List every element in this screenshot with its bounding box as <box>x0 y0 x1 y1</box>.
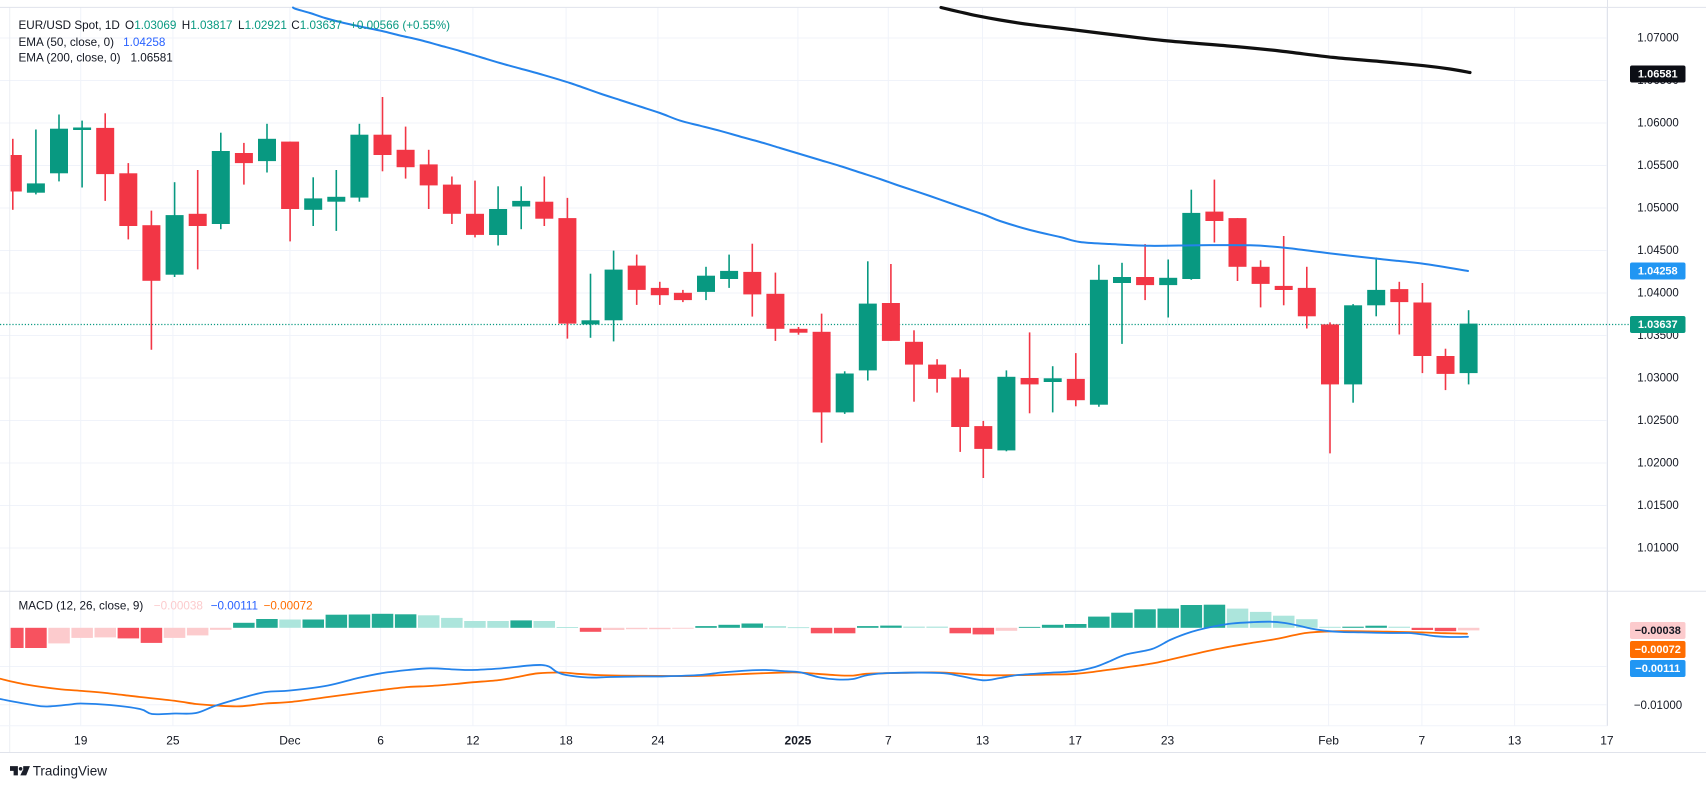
svg-text:−0.00111: −0.00111 <box>211 599 258 612</box>
svg-text:18: 18 <box>559 734 573 748</box>
svg-text:1.05000: 1.05000 <box>1637 203 1679 215</box>
svg-text:19: 19 <box>74 734 88 748</box>
svg-text:Dec: Dec <box>279 734 300 748</box>
svg-text:1.03817: 1.03817 <box>190 19 232 32</box>
svg-text:1.04500: 1.04500 <box>1637 245 1679 257</box>
svg-text:1.06000: 1.06000 <box>1637 118 1679 130</box>
svg-text:17: 17 <box>1069 734 1083 748</box>
svg-text:O: O <box>125 19 134 32</box>
svg-text:23: 23 <box>1161 734 1175 748</box>
svg-text:−0.01000: −0.01000 <box>1634 700 1682 712</box>
svg-text:6: 6 <box>377 734 384 748</box>
svg-text:1.02921: 1.02921 <box>245 19 287 32</box>
svg-text:MACD (12, 26, close, 9): MACD (12, 26, close, 9) <box>19 599 144 612</box>
svg-text:1.01000: 1.01000 <box>1637 543 1679 555</box>
svg-text:1.04258: 1.04258 <box>123 36 165 49</box>
svg-text:EMA (50, close, 0): EMA (50, close, 0) <box>19 36 115 49</box>
svg-text:H: H <box>182 19 190 32</box>
svg-text:1.06581: 1.06581 <box>1638 69 1678 81</box>
svg-text:1.04258: 1.04258 <box>1638 266 1678 278</box>
svg-text:Feb: Feb <box>1318 734 1339 748</box>
svg-text:EMA (200, close, 0): EMA (200, close, 0) <box>19 52 121 65</box>
svg-text:−0.00038: −0.00038 <box>154 599 203 612</box>
svg-text:1.03069: 1.03069 <box>134 19 176 32</box>
svg-text:1.03637: 1.03637 <box>300 19 342 32</box>
svg-text:13: 13 <box>1508 734 1522 748</box>
svg-text:24: 24 <box>651 734 665 748</box>
svg-text:13: 13 <box>976 734 990 748</box>
svg-text:L: L <box>238 19 245 32</box>
svg-text:+0.00566 (+0.55%): +0.00566 (+0.55%) <box>350 19 450 32</box>
svg-text:17: 17 <box>1600 734 1614 748</box>
svg-text:1.01500: 1.01500 <box>1637 500 1679 512</box>
svg-text:7: 7 <box>885 734 892 748</box>
svg-text:1.05500: 1.05500 <box>1637 160 1679 172</box>
svg-text:−0.00072: −0.00072 <box>264 599 313 612</box>
svg-text:1.03000: 1.03000 <box>1637 373 1679 385</box>
svg-text:7: 7 <box>1419 734 1426 748</box>
svg-text:12: 12 <box>466 734 480 748</box>
svg-text:1.07000: 1.07000 <box>1637 33 1679 45</box>
svg-text:EUR/USD Spot, 1D: EUR/USD Spot, 1D <box>19 19 120 32</box>
svg-text:−0.00111: −0.00111 <box>1635 663 1680 675</box>
svg-text:TradingView: TradingView <box>33 763 108 778</box>
svg-text:2025: 2025 <box>785 734 812 748</box>
svg-text:1.02000: 1.02000 <box>1637 458 1679 470</box>
svg-text:−0.00038: −0.00038 <box>1635 625 1681 637</box>
svg-text:25: 25 <box>166 734 180 748</box>
svg-text:1.04000: 1.04000 <box>1637 288 1679 300</box>
svg-text:−0.00072: −0.00072 <box>1635 644 1681 656</box>
svg-text:1.03637: 1.03637 <box>1638 319 1678 331</box>
svg-text:C: C <box>291 19 299 32</box>
svg-text:1.06581: 1.06581 <box>131 52 173 65</box>
svg-text:1.02500: 1.02500 <box>1637 415 1679 427</box>
